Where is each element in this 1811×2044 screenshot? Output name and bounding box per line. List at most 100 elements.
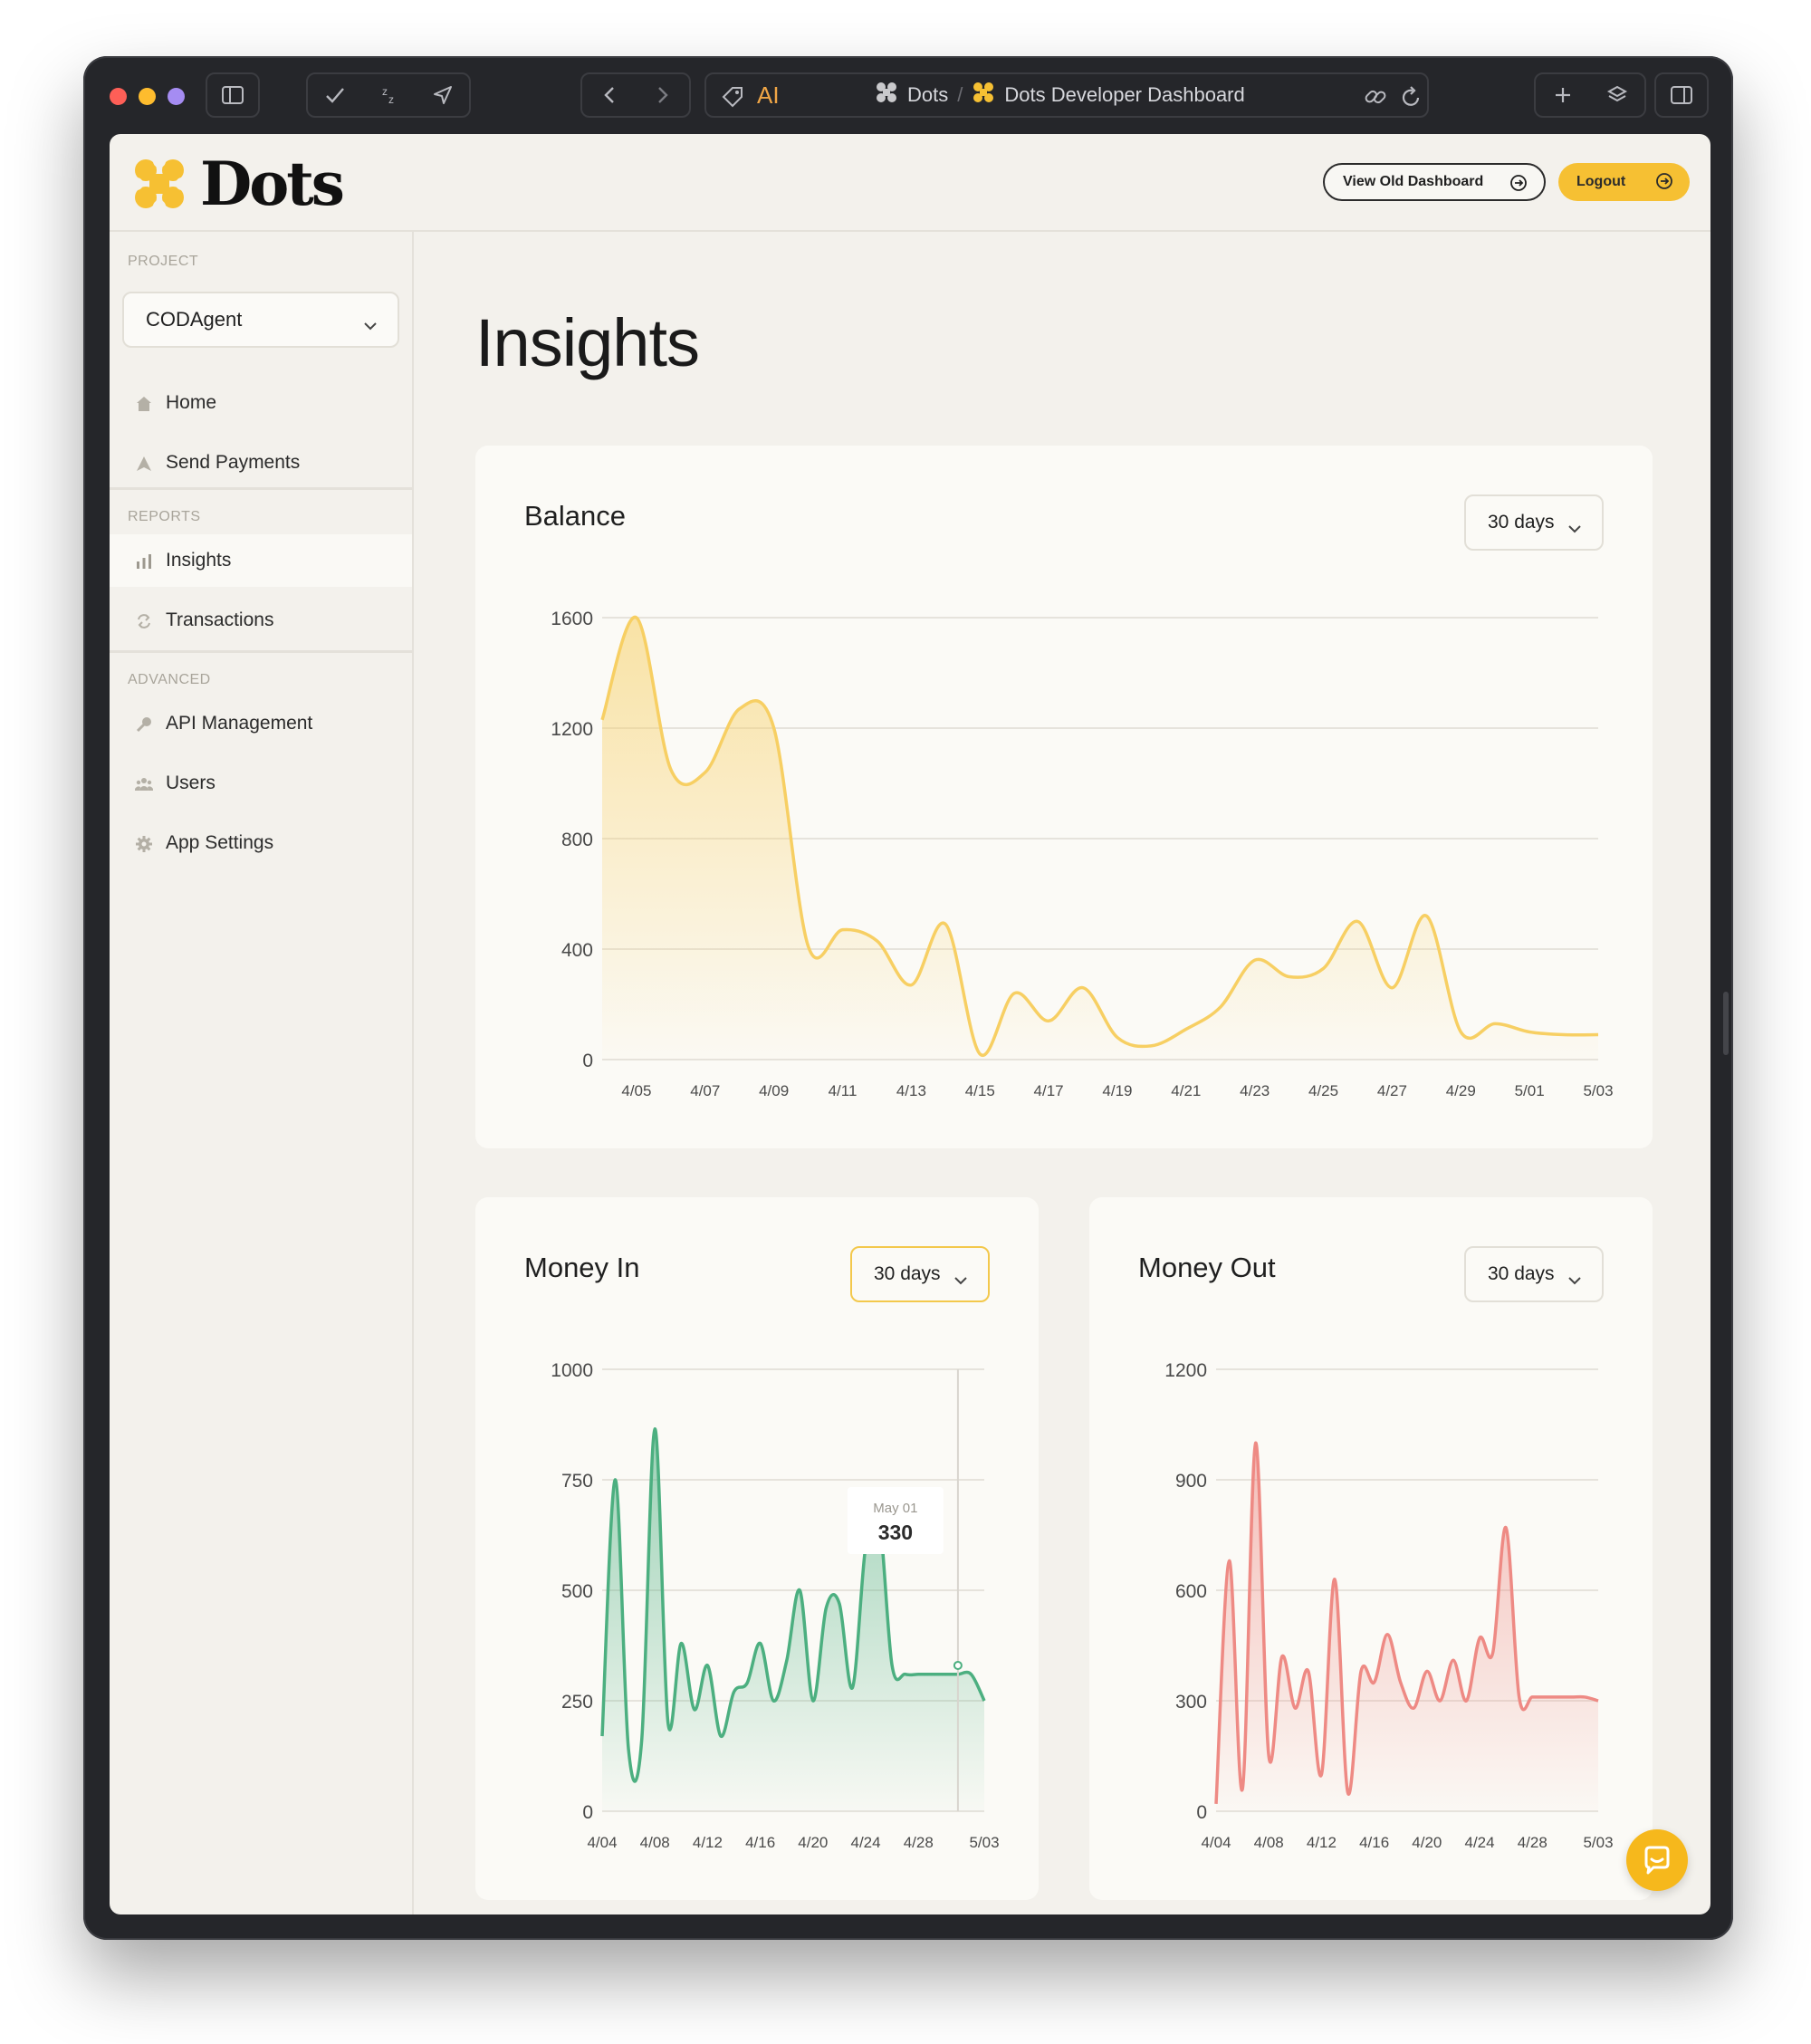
balance-y-tick-label: 1600 xyxy=(551,609,593,629)
sidebar-item-send-payments[interactable]: Send Payments xyxy=(110,437,412,489)
money-in-x-tick-label: 4/24 xyxy=(850,1834,880,1851)
breadcrumb-separator: / xyxy=(957,83,963,106)
sidebar-item-label: Transactions xyxy=(166,609,274,630)
dots-favicon-muted-icon xyxy=(875,81,898,110)
money-in-x-tick-label: 5/03 xyxy=(969,1834,999,1851)
sidebar-item-home[interactable]: Home xyxy=(110,377,412,429)
money-in-x-tick-label: 4/08 xyxy=(640,1834,670,1851)
breadcrumb: Dots / Dots Developer Dashboard xyxy=(875,74,1245,116)
balance-y-tick-label: 1200 xyxy=(551,719,593,740)
money-in-line xyxy=(600,1427,986,1783)
sidebar-item-transactions[interactable]: Transactions xyxy=(110,594,412,647)
dots-favicon-icon xyxy=(972,81,995,110)
link-icon[interactable] xyxy=(1364,85,1387,114)
money-in-x-tick-label: 4/20 xyxy=(798,1834,828,1851)
project-select-value: CODAgent xyxy=(146,308,243,331)
balance-range-select[interactable]: 30 days xyxy=(1464,494,1604,551)
address-bar[interactable]: AI Dots / Dots Developer Dashboard xyxy=(704,72,1429,118)
balance-x-tick-label: 4/21 xyxy=(1171,1082,1201,1099)
send-icon[interactable] xyxy=(417,74,469,116)
money-out-x-tick-label: 4/16 xyxy=(1359,1834,1389,1851)
money-out-x-tick-label: 4/08 xyxy=(1254,1834,1284,1851)
money-out-area xyxy=(1216,1443,1598,1811)
balance-x-tick-label: 4/25 xyxy=(1308,1082,1338,1099)
logout-button[interactable]: Logout xyxy=(1558,163,1690,201)
chevron-down-icon xyxy=(363,313,378,337)
money-out-x-tick-label: 4/28 xyxy=(1518,1834,1547,1851)
money-out-chart[interactable]: 0 300 600 900 1200 4/04 4/08 4/12 4/16 4/20 4/24 4/… xyxy=(1089,1197,1653,1900)
close-window-button[interactable] xyxy=(110,88,127,105)
sidebar-toggle-button[interactable] xyxy=(206,72,260,118)
money-out-range-select[interactable]: 30 days xyxy=(1464,1246,1604,1302)
money-in-y-tick-label: 750 xyxy=(561,1471,593,1492)
money-out-x-tick-label: 4/04 xyxy=(1201,1834,1231,1851)
tag-icon[interactable] xyxy=(721,85,744,114)
money-in-card: Money In 30 days 0 250 500 750 1000 4/04 4/08 4… xyxy=(475,1197,1039,1900)
sidebar-item-insights[interactable]: Insights xyxy=(110,534,412,587)
balance-y-tick-label: 800 xyxy=(561,830,593,850)
arrow-right-circle-icon xyxy=(1509,174,1528,197)
balance-x-tick-label: 5/03 xyxy=(1583,1082,1613,1099)
balance-x-tick-label: 4/23 xyxy=(1240,1082,1270,1099)
svg-text:z: z xyxy=(388,93,394,105)
svg-text:z: z xyxy=(382,85,388,98)
reload-icon[interactable] xyxy=(1400,85,1422,114)
dots-logo-icon xyxy=(133,158,186,210)
sidebar-item-label: Send Payments xyxy=(166,452,301,473)
check-icon[interactable] xyxy=(308,74,362,116)
money-in-y-tick-label: 0 xyxy=(582,1802,593,1823)
bar-chart-icon xyxy=(135,552,153,571)
money-in-y-tick-label: 1000 xyxy=(551,1360,593,1381)
money-in-tooltip-value: 330 xyxy=(878,1521,913,1544)
money-out-card: Money Out 30 days 0 300 600 900 1200 4/04 4/08… xyxy=(1089,1197,1653,1900)
money-in-range-select[interactable]: 30 days xyxy=(850,1246,990,1302)
balance-x-tick-label: 4/19 xyxy=(1102,1082,1132,1099)
chat-launcher-button[interactable] xyxy=(1626,1829,1688,1891)
minimize-window-button[interactable] xyxy=(139,88,156,105)
money-in-y-tick-label: 250 xyxy=(561,1692,593,1713)
sidebar-item-api-management[interactable]: API Management xyxy=(110,697,412,750)
money-in-chart[interactable]: 0 250 500 750 1000 4/04 4/08 4/12 4/16 4/20 4/24 4/… xyxy=(475,1197,1039,1900)
project-select[interactable]: CODAgent xyxy=(122,292,399,348)
money-in-tooltip xyxy=(847,1487,944,1554)
range-select-value: 30 days xyxy=(874,1263,941,1284)
balance-y-tick-label: 0 xyxy=(582,1051,593,1071)
ai-icon[interactable]: AI xyxy=(757,82,780,109)
balance-chart-title: Balance xyxy=(524,500,627,532)
balance-chart[interactable]: 0 400 800 1200 1600 4/05 4/07 4/09 4/11 4/13 4/15 4… xyxy=(475,446,1653,1148)
window-scrollbar[interactable] xyxy=(1723,992,1729,1055)
chevron-down-icon xyxy=(1567,1270,1582,1291)
sidebar-divider xyxy=(110,650,412,653)
sidebar-item-users[interactable]: Users xyxy=(110,757,412,810)
brand-wordmark: Dots xyxy=(200,149,345,219)
money-out-y-tick-label: 300 xyxy=(1175,1692,1207,1713)
sidebar-icon xyxy=(207,74,258,116)
balance-x-tick-label: 4/11 xyxy=(829,1082,858,1099)
forward-icon[interactable] xyxy=(637,74,689,116)
chat-icon xyxy=(1644,1846,1670,1875)
sidebar-divider xyxy=(110,487,412,490)
sidebar-item-label: App Settings xyxy=(166,832,274,853)
balance-x-tick-label: 4/09 xyxy=(759,1082,789,1099)
brand-logo[interactable]: Dots xyxy=(133,149,345,219)
back-icon[interactable] xyxy=(582,74,637,116)
main-content: Insights Balance 30 days 0 400 800 1200 1600… xyxy=(414,232,1710,1914)
money-in-chart-title: Money In xyxy=(524,1252,640,1283)
new-tab-icon[interactable] xyxy=(1536,74,1590,116)
layers-icon[interactable] xyxy=(1590,74,1644,116)
users-icon xyxy=(134,775,154,793)
right-sidebar-toggle-button[interactable] xyxy=(1654,72,1709,118)
sidebar-item-app-settings[interactable]: App Settings xyxy=(110,817,412,869)
page-title: Insights xyxy=(475,305,700,380)
money-in-tooltip-date: May 01 xyxy=(873,1501,917,1516)
view-old-dashboard-button[interactable]: View Old Dashboard xyxy=(1323,163,1546,201)
view-old-dashboard-label: View Old Dashboard xyxy=(1343,174,1484,189)
balance-x-tick-label: 4/05 xyxy=(621,1082,651,1099)
tab-page-title: Dots Developer Dashboard xyxy=(1004,83,1245,106)
balance-line xyxy=(600,616,1599,1058)
sidebar-item-label: API Management xyxy=(166,713,313,734)
zoom-window-button[interactable] xyxy=(168,88,185,105)
